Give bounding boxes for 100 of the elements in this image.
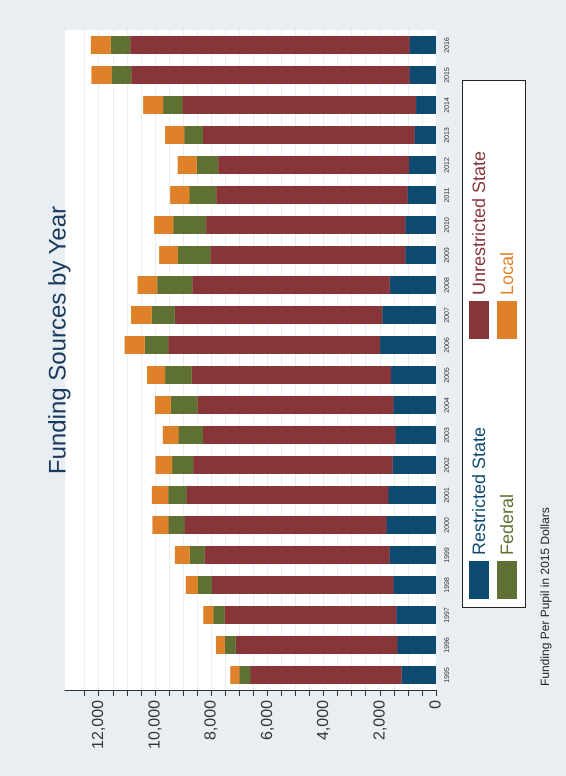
text: Federal [497, 494, 517, 555]
bar [203, 126, 415, 144]
bar [396, 426, 436, 444]
bar [159, 246, 178, 264]
bar [192, 276, 390, 294]
bar [213, 606, 225, 624]
bar [156, 456, 172, 474]
text: Funding Per Pupil in 2015 Dollars [538, 507, 552, 686]
bar [174, 306, 382, 324]
bar [144, 336, 168, 354]
bar [410, 66, 436, 84]
bar [388, 486, 436, 504]
bar [147, 366, 166, 384]
bar [230, 666, 240, 684]
bar [91, 66, 112, 84]
bar [154, 396, 171, 414]
bar [157, 276, 192, 294]
bar [124, 336, 145, 354]
x-tick-label: 4,000 [315, 700, 332, 740]
bar [409, 156, 436, 174]
x-tick-label: 0 [428, 700, 444, 709]
x-tick-label: 12,000 [90, 700, 108, 749]
text: Unrestricted State [469, 150, 489, 295]
bar [414, 126, 436, 144]
x-tick-label: 8,000 [202, 700, 220, 740]
bar [152, 516, 168, 534]
bar [172, 456, 194, 474]
bar [178, 156, 197, 174]
bar [138, 276, 158, 294]
bar [224, 606, 396, 624]
bar [216, 186, 408, 204]
bar [203, 426, 396, 444]
bar [165, 366, 192, 384]
bar [394, 576, 436, 594]
bar [163, 96, 182, 114]
bar [168, 336, 380, 354]
bar [152, 306, 175, 324]
bar [182, 96, 416, 114]
bar [152, 486, 168, 504]
bar [218, 156, 410, 174]
bar [380, 336, 436, 354]
bar [402, 666, 436, 684]
bar [168, 516, 184, 534]
bar [250, 666, 402, 684]
bar [216, 636, 225, 654]
bar [170, 186, 190, 204]
bar [391, 366, 436, 384]
bar [394, 396, 436, 414]
bar [173, 216, 206, 234]
bar [240, 666, 250, 684]
x-tick-label: 10,000 [146, 700, 164, 749]
bar [190, 546, 205, 564]
text: Funding Sources by Year [44, 206, 72, 474]
bar [204, 546, 390, 564]
bar [212, 576, 394, 594]
bar [236, 636, 398, 654]
bar [196, 156, 218, 174]
bar [390, 276, 436, 294]
bar [224, 636, 236, 654]
bar [198, 396, 394, 414]
text: Local [497, 252, 517, 295]
bar [174, 546, 190, 564]
bar [130, 36, 410, 54]
bar [410, 36, 436, 54]
bar [90, 36, 111, 54]
bar [386, 516, 436, 534]
bar [206, 216, 406, 234]
bar [193, 456, 393, 474]
bar [203, 606, 214, 624]
bar [168, 486, 186, 504]
bar [131, 306, 152, 324]
bar [382, 306, 436, 324]
bar [192, 366, 392, 384]
bar [405, 216, 436, 234]
bar [198, 576, 212, 594]
bar [178, 426, 203, 444]
text: Restricted State [469, 426, 489, 555]
bar [110, 36, 130, 54]
bar [154, 216, 174, 234]
bar [210, 246, 406, 264]
bar [165, 126, 184, 144]
bar [186, 576, 198, 594]
x-tick-label: 2,000 [371, 700, 388, 740]
bar [396, 606, 436, 624]
bar [170, 396, 198, 414]
bar [178, 246, 211, 264]
bar [143, 96, 164, 114]
bar [186, 486, 388, 504]
bar [184, 516, 387, 534]
bar [416, 96, 436, 114]
bar [397, 636, 436, 654]
bar [408, 186, 436, 204]
bar [390, 546, 436, 564]
bar [392, 456, 436, 474]
bar [131, 66, 410, 84]
bar [162, 426, 179, 444]
bar [190, 186, 216, 204]
bar [112, 66, 132, 84]
bar [184, 126, 203, 144]
bar [405, 246, 436, 264]
